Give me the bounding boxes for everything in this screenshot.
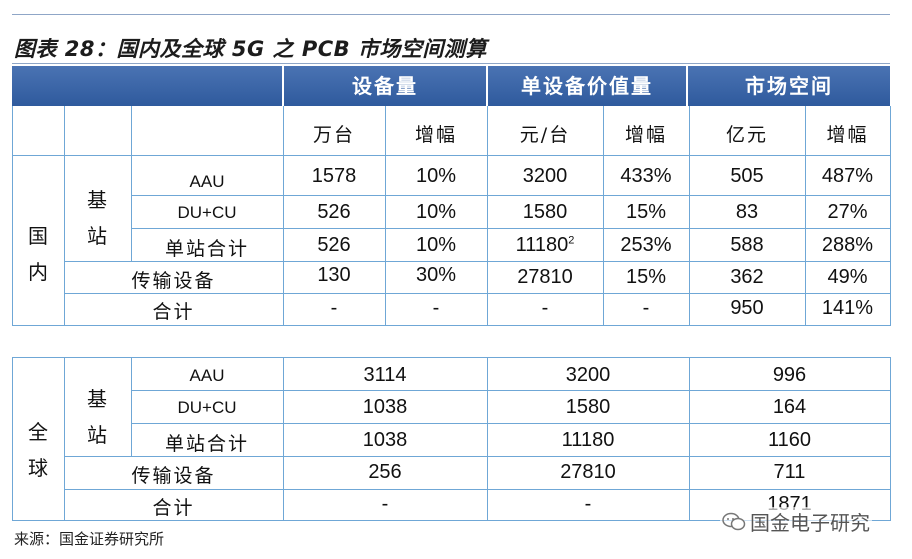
table-cell: 950 <box>730 297 764 319</box>
table-header: 设备量 单设备价值量 市场空间 <box>12 66 890 106</box>
table-cell: 3200 <box>522 165 568 187</box>
row-label: 单站合计 <box>164 238 249 260</box>
header-market-size: 市场空间 <box>745 74 833 98</box>
table-cell: 130 <box>317 264 351 286</box>
table-cell: - <box>381 493 389 515</box>
base-station-label: 基站 <box>87 188 107 248</box>
header-unit-value: 单设备价值量 <box>521 74 653 98</box>
table-cell: - <box>432 297 440 319</box>
table-cell: 27810 <box>560 461 616 483</box>
table-cell: 83 <box>735 201 759 223</box>
table-cell: 487% <box>821 165 874 187</box>
table-cell: - <box>541 297 549 319</box>
header-separator <box>282 66 284 106</box>
unit-label: 元/台 <box>519 124 571 146</box>
table-cell: 164 <box>772 396 807 418</box>
watermark-text: 国金电子研究 <box>750 511 870 535</box>
footnote-marker: 2 <box>568 234 575 247</box>
table-cell: 711 <box>773 461 806 483</box>
base-station-label: 基站 <box>87 387 107 447</box>
table-cell: 1038 <box>362 429 408 451</box>
unit-label: 增幅 <box>414 124 457 146</box>
table-cell: 49% <box>827 266 868 288</box>
table-cell: 10% <box>415 234 457 256</box>
row-label: 传输设备 <box>131 270 216 292</box>
cell-value: 11180 <box>515 234 569 256</box>
table-cell: 505 <box>730 165 764 187</box>
header-device-count: 设备量 <box>352 74 418 98</box>
table-cell: 1578 <box>311 165 357 187</box>
table-cell: 111802 <box>487 234 603 257</box>
table-cell: 996 <box>772 364 807 386</box>
table-cell: 15% <box>625 266 667 288</box>
table-cell: 141% <box>821 297 874 319</box>
table-cell: 1160 <box>767 429 811 451</box>
table-cell: 433% <box>620 165 672 187</box>
row-label: 单站合计 <box>164 433 249 455</box>
table-cell: 1038 <box>362 396 408 418</box>
source-note: 来源：国金证券研究所 <box>14 530 165 548</box>
table-cell: 526 <box>317 201 351 223</box>
title-rule <box>12 63 890 64</box>
table-cell: - <box>584 493 592 515</box>
table-cell: 3200 <box>565 364 611 386</box>
table-cell: - <box>330 297 338 319</box>
region-label-global: 全球 <box>28 420 48 480</box>
figure-title: 图表 28：国内及全球 5G 之 PCB 市场空间测算 <box>14 37 487 61</box>
table-cell: 11180 <box>561 429 615 451</box>
table-cell: 526 <box>317 234 351 256</box>
unit-label: 增幅 <box>624 124 667 146</box>
unit-label: 万台 <box>312 124 355 146</box>
row-label: DU+CU <box>177 398 237 417</box>
row-label: 合计 <box>152 301 195 323</box>
header-separator <box>486 66 488 106</box>
table-cell: 256 <box>368 461 402 483</box>
table-cell: 27% <box>827 201 868 223</box>
table-cell: - <box>642 297 650 319</box>
table-cell: 1580 <box>522 201 568 223</box>
unit-label: 亿元 <box>725 124 768 146</box>
table-cell: 362 <box>730 266 764 288</box>
row-label: DU+CU <box>177 203 237 222</box>
region-label-domestic: 国内 <box>28 224 48 284</box>
table-cell: 288% <box>821 234 874 256</box>
table-cell: 10% <box>415 165 457 187</box>
row-label: 合计 <box>152 497 195 519</box>
table-cell: 1580 <box>565 396 611 418</box>
watermark: 国金电子研究 <box>720 507 872 537</box>
row-label: AAU <box>189 366 225 385</box>
table-cell: 588 <box>730 234 764 256</box>
row-label: 传输设备 <box>131 465 216 487</box>
wechat-icon <box>722 512 746 537</box>
table-cell: 27810 <box>517 266 573 288</box>
header-separator <box>686 66 688 106</box>
table-cell: 3114 <box>363 364 407 386</box>
row-label: AAU <box>189 172 225 191</box>
table-cell: 15% <box>625 201 667 223</box>
top-rule <box>12 14 890 15</box>
table-cell: 30% <box>415 264 457 286</box>
table-cell: 10% <box>415 201 457 223</box>
table-cell: 253% <box>620 234 672 256</box>
unit-label: 增幅 <box>826 124 869 146</box>
